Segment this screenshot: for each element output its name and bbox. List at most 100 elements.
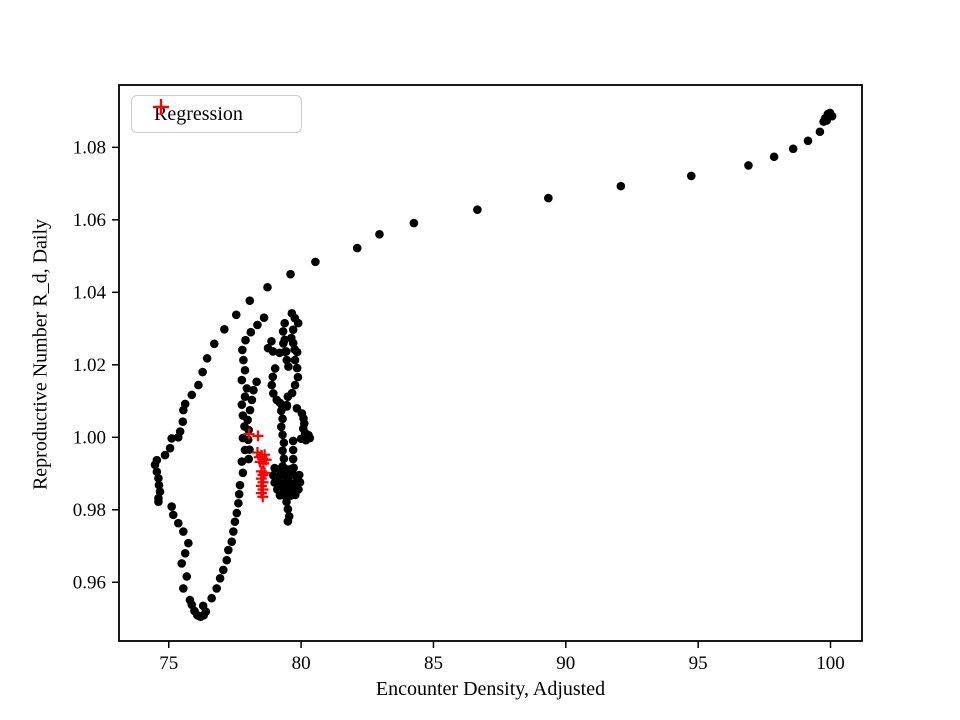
x-tick-label: 75	[159, 653, 178, 674]
data-point	[268, 347, 278, 356]
data-point	[155, 487, 165, 496]
data-point	[294, 470, 304, 480]
data-point	[240, 392, 250, 402]
data-point	[179, 405, 188, 415]
data-point	[239, 355, 248, 365]
data-point	[279, 454, 289, 463]
y-tick-label: 1.04	[73, 282, 107, 303]
data-point	[288, 454, 298, 464]
data-point	[275, 398, 285, 408]
data-point	[198, 601, 208, 611]
y-tick-label: 1.06	[73, 210, 106, 231]
data-point	[544, 193, 553, 203]
data-point	[224, 545, 233, 555]
legend-plus-icon	[153, 99, 169, 115]
data-point	[202, 353, 212, 363]
data-point	[222, 555, 232, 565]
data-point	[209, 339, 219, 349]
data-point	[352, 243, 362, 253]
data-point	[253, 320, 262, 330]
data-point	[173, 433, 183, 442]
data-point	[286, 269, 295, 279]
data-point	[179, 527, 188, 536]
data-point	[292, 347, 302, 357]
data-point	[154, 497, 163, 507]
data-point	[178, 417, 188, 427]
data-point	[237, 400, 247, 409]
data-point	[238, 468, 248, 478]
data-point	[231, 310, 241, 320]
data-point	[263, 282, 272, 292]
data-point	[290, 355, 300, 365]
data-point	[267, 336, 276, 346]
data-point	[288, 436, 298, 446]
data-point	[283, 504, 293, 514]
data-point	[184, 538, 193, 548]
data-point	[237, 457, 247, 466]
x-axis-label: Encounter Density, Adjusted	[375, 678, 606, 700]
data-point	[187, 390, 197, 400]
data-point	[288, 445, 298, 455]
data-point	[244, 454, 254, 464]
data-point	[409, 218, 419, 228]
data-point	[150, 460, 160, 470]
data-point	[280, 347, 290, 357]
data-point	[267, 380, 277, 390]
data-point	[282, 497, 291, 507]
data-point	[803, 136, 813, 146]
y-tick-label: 1.08	[73, 137, 106, 158]
data-point	[290, 490, 300, 500]
data-point	[238, 345, 247, 355]
data-point	[179, 584, 188, 593]
data-point	[167, 434, 176, 443]
y-tick-label: 0.96	[73, 572, 106, 593]
data-point	[194, 380, 203, 390]
data-point	[218, 565, 228, 575]
data-point	[311, 257, 320, 267]
data-point	[278, 430, 287, 440]
data-point	[227, 537, 237, 546]
data-point	[686, 171, 696, 181]
data-point	[229, 527, 238, 536]
x-tick-label: 85	[424, 653, 443, 674]
data-point	[245, 445, 254, 454]
data-point	[259, 313, 269, 322]
data-point	[154, 480, 164, 490]
data-point	[230, 517, 240, 527]
data-point	[234, 498, 243, 508]
data-point	[212, 584, 221, 593]
data-point	[243, 435, 253, 445]
y-axis-label: Reproductive Number R_d, Daily	[29, 218, 52, 491]
data-point	[220, 324, 229, 334]
data-point	[249, 385, 258, 395]
legend-entry-label: Regression	[154, 102, 243, 125]
data-point	[290, 380, 300, 390]
data-point	[284, 362, 293, 371]
data-point	[276, 406, 286, 416]
data-point	[280, 318, 289, 328]
data-point	[288, 325, 298, 334]
data-point	[278, 414, 287, 424]
data-point	[177, 559, 187, 568]
data-point	[215, 573, 225, 583]
regression-point	[252, 430, 264, 442]
data-point	[292, 363, 302, 373]
data-point	[286, 464, 295, 474]
data-point	[269, 389, 278, 398]
data-point	[242, 384, 252, 393]
data-point	[616, 181, 626, 191]
data-point	[296, 434, 306, 444]
data-point	[288, 338, 298, 348]
data-point	[769, 152, 779, 162]
y-tick-label: 1.02	[73, 355, 106, 376]
data-point	[744, 161, 753, 170]
data-point	[152, 467, 162, 477]
data-point	[240, 365, 250, 375]
data-point	[473, 205, 482, 214]
data-point	[293, 372, 303, 382]
data-point	[278, 327, 288, 336]
data-point	[815, 127, 825, 137]
data-point	[282, 355, 292, 365]
data-point	[207, 593, 216, 603]
